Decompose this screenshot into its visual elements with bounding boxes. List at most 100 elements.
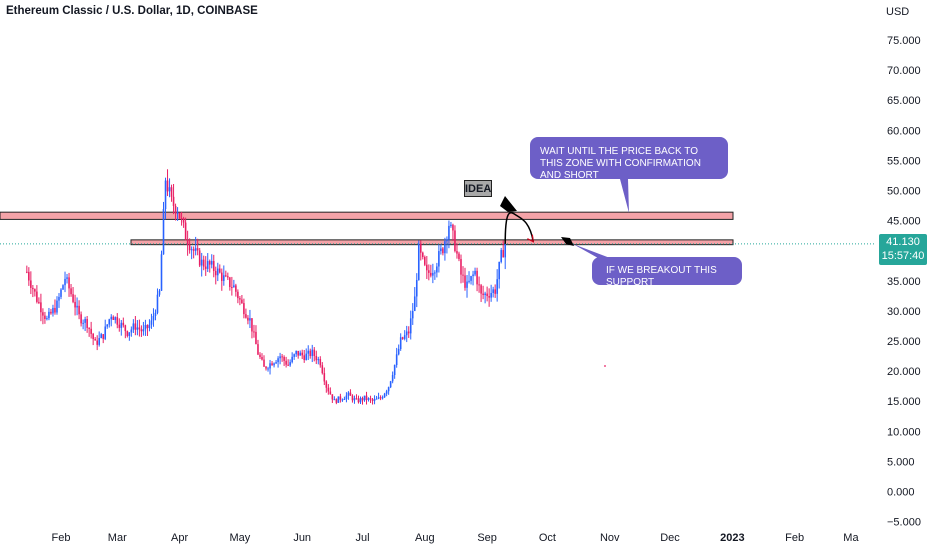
callout-bottom-pointer: [573, 244, 610, 258]
countdown-timer: 15:57:40: [881, 250, 925, 262]
candle-body: [321, 365, 324, 374]
candle-body: [305, 353, 308, 360]
zone-support: [130, 239, 734, 246]
candle-body: [225, 275, 227, 277]
y-tick-label: 65.000: [887, 95, 921, 107]
annotation-arrows: [500, 179, 629, 367]
candle-body: [48, 311, 50, 319]
candle-body: [436, 266, 438, 273]
candle-body: [337, 396, 340, 403]
candle-body: [174, 205, 177, 214]
candle-body: [317, 359, 320, 361]
x-tick-label: Apr: [171, 532, 188, 544]
candle-body: [84, 319, 86, 323]
candle-body: [253, 331, 255, 333]
candle-body: [158, 290, 161, 295]
candle-body: [106, 324, 109, 327]
candle-body: [146, 324, 149, 329]
candle-body: [484, 293, 486, 296]
candle-body: [381, 397, 384, 399]
candle-body: [176, 212, 179, 214]
candle-body: [235, 285, 237, 292]
candle-body: [72, 294, 74, 302]
candle-body: [54, 307, 56, 313]
projection-curve: [504, 212, 535, 244]
candle-body: [82, 322, 84, 324]
y-tick-label: 5.000: [887, 456, 915, 468]
candle-body: [309, 350, 312, 357]
candle-body: [204, 266, 207, 269]
candle-body: [371, 399, 374, 401]
candle-body: [413, 296, 416, 312]
candle-body: [375, 398, 378, 400]
candle-body: [194, 248, 197, 251]
y-tick-label: −5.000: [887, 517, 921, 529]
candle-body: [98, 338, 100, 345]
candle-body: [331, 394, 334, 400]
candle-body: [325, 381, 328, 388]
candle-body: [492, 289, 494, 293]
candle-body: [496, 279, 498, 294]
candle-body: [295, 350, 297, 355]
candle-body: [86, 319, 88, 328]
candle-body: [229, 277, 231, 288]
x-tick-label: May: [229, 532, 250, 544]
candle-body: [26, 271, 28, 273]
candle-body: [405, 331, 408, 336]
candle-body: [76, 305, 78, 308]
candle-body: [52, 307, 54, 314]
candle-body: [341, 399, 344, 401]
candle-body: [442, 248, 444, 254]
candle-body: [116, 317, 119, 325]
candle-body: [387, 387, 390, 392]
candle-body: [180, 218, 183, 220]
candle-body: [78, 305, 80, 315]
candle-body: [142, 329, 145, 332]
candle-body: [444, 241, 446, 254]
candle-body: [323, 373, 326, 382]
candle-body: [227, 276, 229, 278]
candle-body: [221, 272, 223, 281]
candle-body: [150, 320, 153, 325]
candle-body: [339, 396, 342, 400]
candle-body: [233, 285, 235, 288]
chart-title: Ethereum Classic / U.S. Dollar, 1D, COIN…: [6, 5, 258, 17]
candle-body: [500, 250, 502, 262]
candle-body: [100, 334, 102, 339]
y-tick-label: 0.000: [887, 487, 915, 499]
candle-body: [462, 274, 464, 276]
y-tick-label: 60.000: [887, 125, 921, 137]
candle-body: [468, 280, 470, 282]
candle-body: [271, 363, 273, 366]
candle-body: [315, 355, 318, 361]
candle-body: [46, 318, 48, 320]
candle-body: [446, 239, 448, 242]
candle-body: [136, 327, 139, 330]
candle-body: [269, 363, 271, 369]
candle-body: [128, 332, 131, 336]
candlestick-series: [26, 169, 507, 405]
candle-body: [212, 261, 215, 271]
candle-body: [498, 261, 500, 280]
candle-body: [40, 302, 42, 313]
x-axis: Feb Mar Apr May Jun Jul Aug Sep Oct Nov Dec 2023 Feb…: [52, 532, 860, 544]
y-tick-label: 10.000: [887, 426, 921, 438]
candle-body: [456, 251, 458, 254]
candle-body: [327, 387, 330, 392]
x-tick-label: Nov: [600, 532, 620, 544]
candle-body: [285, 360, 287, 365]
candle-body: [367, 398, 370, 400]
candle-body: [464, 275, 466, 288]
candle-body: [448, 225, 450, 240]
currency-label: USD: [886, 6, 910, 18]
candle-body: [42, 312, 44, 316]
candle-body: [192, 249, 195, 251]
candle-body: [126, 331, 129, 336]
x-tick-label: Ma: [843, 532, 859, 544]
candle-body: [275, 362, 277, 364]
candle-body: [38, 301, 40, 303]
candle-body: [472, 274, 474, 277]
candle-body: [168, 187, 171, 192]
candle-body: [417, 243, 420, 281]
candle-body: [245, 314, 247, 318]
